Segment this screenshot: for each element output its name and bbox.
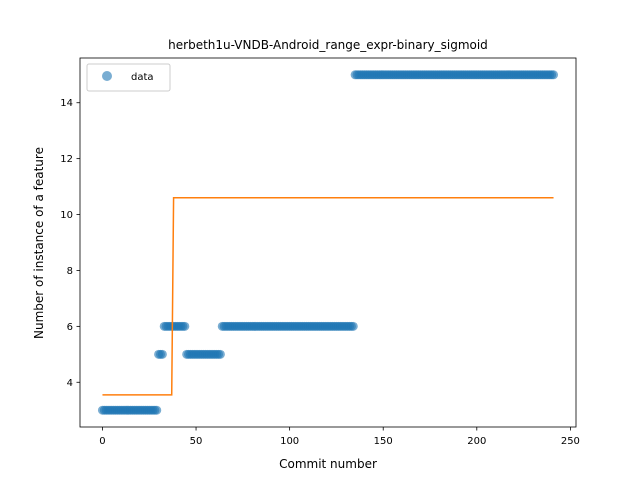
data-point (348, 321, 358, 331)
legend-marker (102, 71, 112, 81)
chart-title: herbeth1u-VNDB-Android_range_expr-binary… (168, 38, 488, 52)
fit-line (102, 197, 554, 396)
y-tick-label: 8 (67, 266, 73, 277)
x-tick-label: 0 (99, 436, 105, 447)
x-axis-label: Commit number (279, 457, 377, 471)
data-series-points (97, 70, 559, 415)
x-tick-label: 150 (374, 436, 393, 447)
x-tick-label: 200 (467, 436, 486, 447)
data-point (152, 405, 162, 415)
y-tick-label: 12 (60, 154, 73, 165)
legend: data (86, 63, 171, 92)
plot-area: 0 50 100 150 200 250 4 6 8 10 12 14 (60, 57, 580, 447)
y-tick-label: 6 (67, 322, 73, 333)
x-tick-label: 50 (190, 436, 203, 447)
legend-box (86, 63, 171, 92)
y-tick-label: 4 (67, 378, 73, 389)
legend-label: data (131, 72, 154, 83)
y-axis-label: Number of instance of a feature (32, 147, 46, 339)
axes-frame (79, 57, 577, 428)
x-tick-label: 100 (280, 436, 299, 447)
data-point (215, 349, 225, 359)
data-point (549, 70, 559, 80)
x-tick-label: 250 (561, 436, 580, 447)
data-point (157, 349, 167, 359)
y-tick-label: 14 (60, 98, 73, 109)
data-point (180, 321, 190, 331)
y-tick-label: 10 (60, 210, 73, 221)
